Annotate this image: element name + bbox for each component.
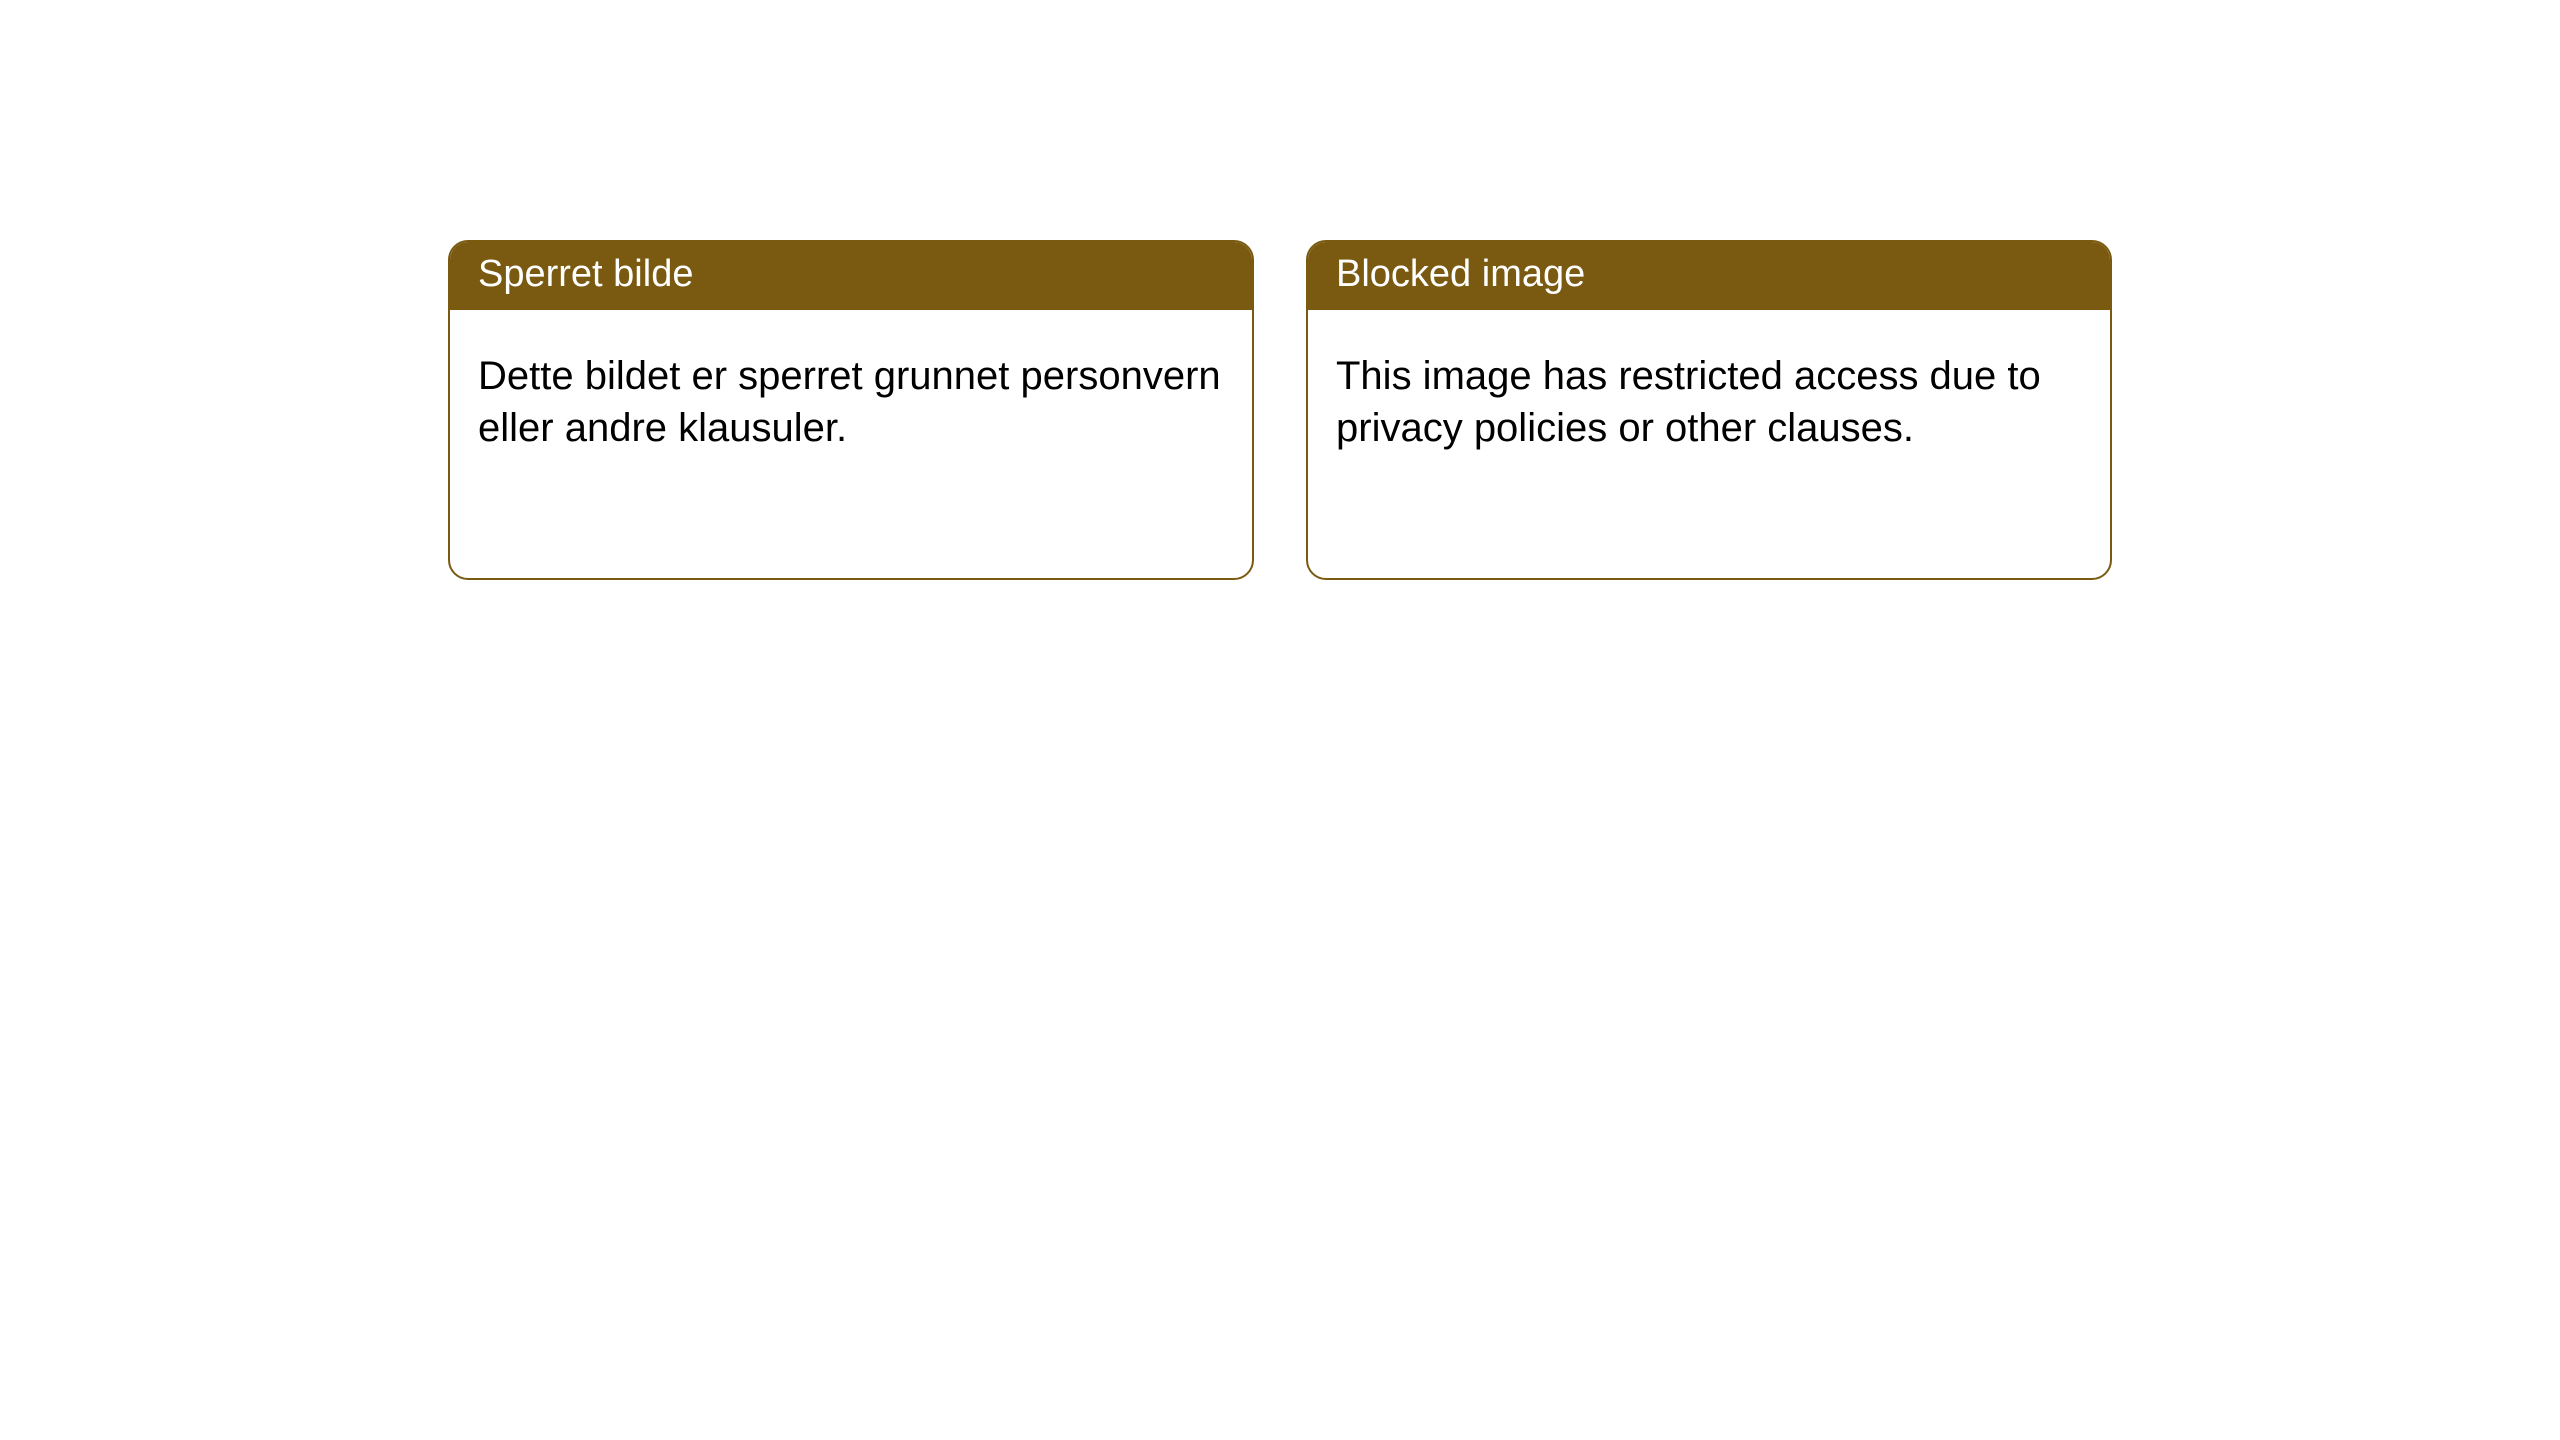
notice-body: This image has restricted access due to … (1308, 310, 2110, 484)
notice-header: Blocked image (1308, 242, 2110, 310)
notice-card-english: Blocked image This image has restricted … (1306, 240, 2112, 580)
notice-body: Dette bildet er sperret grunnet personve… (450, 310, 1252, 484)
notice-header: Sperret bilde (450, 242, 1252, 310)
notice-card-norwegian: Sperret bilde Dette bildet er sperret gr… (448, 240, 1254, 580)
notice-container: Sperret bilde Dette bildet er sperret gr… (0, 0, 2560, 580)
